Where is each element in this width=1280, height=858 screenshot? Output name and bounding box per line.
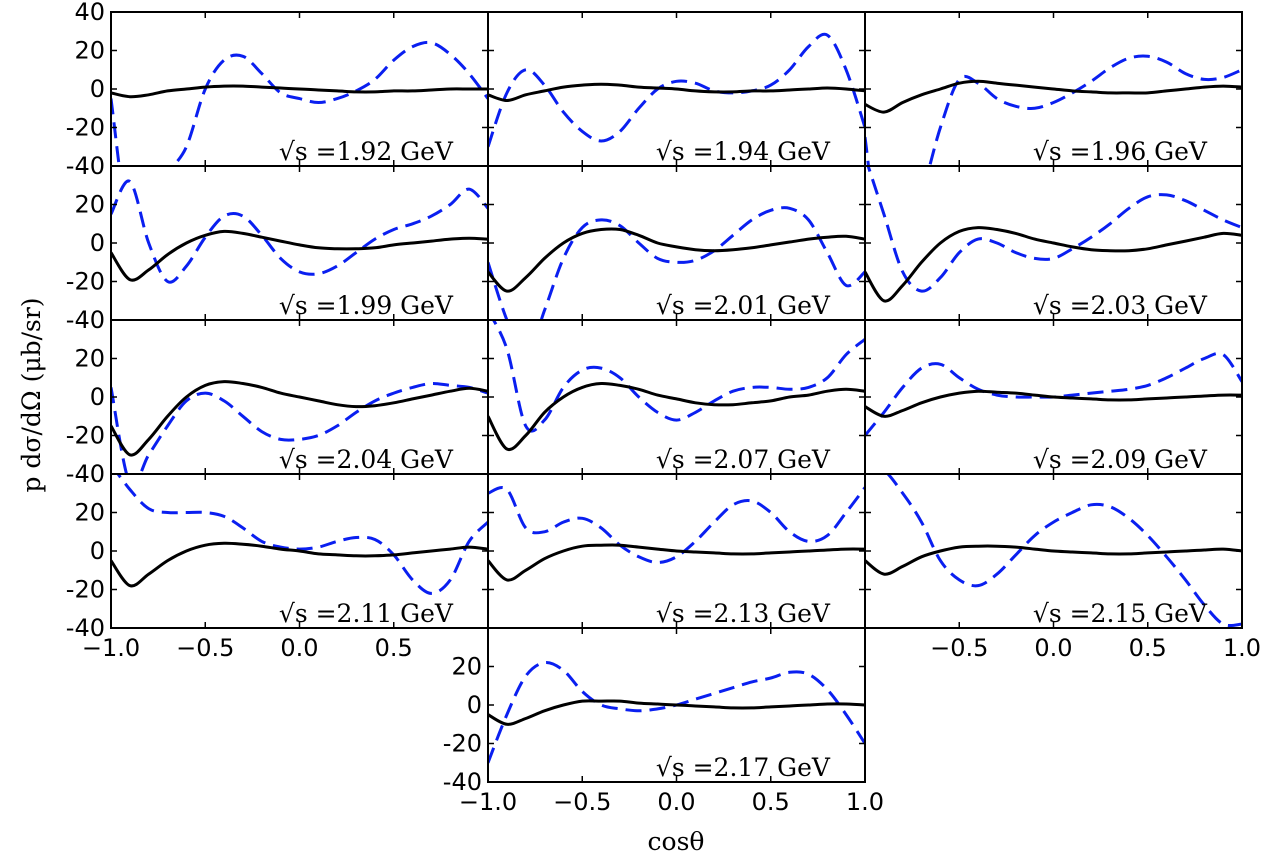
y-tick-label: 20 bbox=[451, 653, 482, 681]
panel-6: √s =2.03 GeV bbox=[864, 165, 1243, 321]
panel-title: √s =2.01 GeV bbox=[656, 291, 831, 320]
panel-title: √s =2.04 GeV bbox=[279, 445, 454, 474]
series-solid bbox=[111, 541, 488, 588]
series-dashed bbox=[488, 660, 865, 764]
y-tick-label: -20 bbox=[443, 730, 482, 758]
panel-12: √s =2.15 GeV bbox=[864, 473, 1243, 629]
x-tick-label: −0.5 bbox=[930, 634, 988, 662]
series-dashed bbox=[488, 32, 865, 148]
y-tick-label: -40 bbox=[66, 306, 105, 334]
panel-title: √s =2.13 GeV bbox=[656, 599, 831, 628]
panel-title: √s =2.03 GeV bbox=[1033, 291, 1208, 320]
series-dashed bbox=[865, 351, 1242, 437]
series-dashed bbox=[488, 206, 865, 320]
x-tick-label: 0.5 bbox=[1129, 634, 1167, 662]
panel-8: √s =2.07 GeV bbox=[487, 319, 866, 475]
series-dashed bbox=[111, 381, 488, 474]
x-tick-label: 1.0 bbox=[1223, 634, 1261, 662]
series-dashed bbox=[111, 40, 488, 166]
panel-title: √s =2.09 GeV bbox=[1033, 445, 1208, 474]
x-tick-label: 0.0 bbox=[1034, 634, 1072, 662]
y-tick-label: -40 bbox=[443, 768, 482, 796]
y-tick-label: 20 bbox=[74, 345, 105, 373]
y-tick-label: -20 bbox=[66, 422, 105, 450]
x-tick-label: 1.0 bbox=[846, 788, 884, 816]
series-dashed bbox=[111, 179, 488, 284]
series-dashed bbox=[488, 485, 865, 565]
x-tick-label: 0.0 bbox=[657, 788, 695, 816]
series-solid bbox=[488, 381, 865, 452]
y-tick-label: 0 bbox=[90, 229, 105, 257]
y-tick-label: -40 bbox=[66, 614, 105, 642]
panel-13: √s =2.17 GeV 20 0 -20 -40 bbox=[443, 627, 866, 796]
panel-title: √s =1.94 GeV bbox=[656, 137, 831, 166]
y-tick-label: 0 bbox=[90, 537, 105, 565]
series-solid bbox=[488, 543, 865, 582]
y-tick-label: 0 bbox=[90, 383, 105, 411]
panel-9: √s =2.09 GeV bbox=[864, 319, 1243, 475]
x-tick-label: 0.0 bbox=[280, 634, 318, 662]
panel-10: √s =2.11 GeV 20 0 -20 -40 bbox=[66, 473, 489, 642]
x-tick-label: 0.5 bbox=[752, 788, 790, 816]
y-tick-label: -40 bbox=[66, 152, 105, 180]
series-solid bbox=[488, 699, 865, 726]
y-tick-label: 20 bbox=[74, 37, 105, 65]
panel-2: √s =1.94 GeV bbox=[487, 11, 866, 167]
series-solid bbox=[865, 226, 1242, 303]
panel-3: √s =1.96 GeV bbox=[864, 11, 1243, 167]
panel-1: √s =1.92 GeV 40 20 0 -20 -40 bbox=[66, 0, 489, 180]
series-solid bbox=[488, 227, 865, 293]
series-solid bbox=[111, 229, 488, 282]
x-tick-label: 0.5 bbox=[375, 634, 413, 662]
panel-title: √s =1.99 GeV bbox=[279, 291, 454, 320]
series-dashed bbox=[866, 166, 1242, 293]
series-dashed bbox=[885, 474, 1242, 628]
panel-title: √s =2.11 GeV bbox=[279, 599, 454, 628]
y-tick-label: -20 bbox=[66, 268, 105, 296]
panel-title: √s =1.96 GeV bbox=[1033, 137, 1208, 166]
x-tick-label: −0.5 bbox=[553, 788, 611, 816]
y-tick-label: -20 bbox=[66, 114, 105, 142]
x-tick-label: −0.5 bbox=[176, 634, 234, 662]
panel-5: √s =2.01 GeV bbox=[487, 165, 866, 321]
x-axis-label: cosθ bbox=[648, 827, 705, 856]
y-tick-label: -40 bbox=[66, 460, 105, 488]
series-solid bbox=[865, 389, 1242, 418]
x-tick-label: −1.0 bbox=[459, 788, 517, 816]
series-dashed bbox=[116, 474, 488, 595]
y-tick-label: 40 bbox=[74, 0, 105, 26]
y-tick-label: 20 bbox=[74, 499, 105, 527]
series-solid bbox=[865, 544, 1242, 576]
x-tick-label: −1.0 bbox=[82, 634, 140, 662]
panel-title: √s =2.15 GeV bbox=[1033, 599, 1208, 628]
series-dashed bbox=[491, 320, 865, 433]
series-solid bbox=[488, 82, 865, 103]
series-solid bbox=[865, 79, 1242, 114]
panel-7: √s =2.04 GeV 20 0 -20 -40 bbox=[66, 319, 489, 488]
panel-title: √s =2.07 GeV bbox=[656, 445, 831, 474]
y-tick-label: 20 bbox=[74, 191, 105, 219]
y-axis-label: p dσ/dΩ (μb/sr) bbox=[17, 297, 46, 492]
panel-title: √s =1.92 GeV bbox=[279, 137, 454, 166]
series-solid bbox=[111, 84, 488, 99]
panel-title: √s =2.17 GeV bbox=[656, 753, 831, 782]
y-tick-label: -20 bbox=[66, 576, 105, 604]
panel-4: √s =1.99 GeV 20 0 -20 -40 bbox=[66, 165, 489, 334]
y-tick-label: 0 bbox=[90, 75, 105, 103]
y-tick-label: 0 bbox=[467, 691, 482, 719]
panel-11: √s =2.13 GeV bbox=[487, 473, 866, 629]
series-solid bbox=[111, 380, 488, 457]
